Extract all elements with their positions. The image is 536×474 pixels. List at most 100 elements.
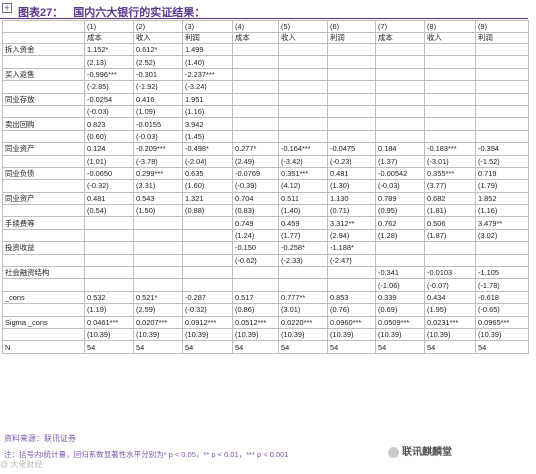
table-cell: (1.28) <box>375 228 425 243</box>
table-cell <box>278 80 328 94</box>
table-cell <box>278 278 328 292</box>
table-cell: (-2.47) <box>327 253 376 268</box>
table-row: (-1.06) (-0.07) (-1.78) <box>2 278 529 292</box>
table-cell <box>327 117 376 131</box>
table-cell: 收入 <box>278 31 328 44</box>
table-cell: 0.682 <box>424 191 476 206</box>
table-cell <box>375 104 425 119</box>
table-row: 手续费等 0.749 0.459 3.312** 0.762 0.506 3.479** <box>2 216 529 230</box>
row-label-cell: 投资收益 <box>2 241 85 255</box>
table-cell <box>232 278 279 292</box>
table-cell <box>232 104 279 119</box>
table-cell: 0.481 <box>327 166 376 181</box>
table-cell: (10.39) <box>133 327 183 342</box>
table-cell: 0.0220*** <box>278 315 328 330</box>
table-cell: -0.164*** <box>278 142 328 156</box>
table-cell: (-3.24) <box>182 80 233 94</box>
table-cell: -0.618 <box>475 290 529 305</box>
table-cell: -0.394 <box>475 142 529 156</box>
table-cell: (2.13) <box>84 55 134 69</box>
table-cell: (-1.52) <box>475 154 529 168</box>
table-cell <box>327 42 376 57</box>
table-cell: (-0.23) <box>327 154 376 168</box>
results-table: (1) (2) (3) (4) (5) (6) (7) (8) (9) 成本 收入 利润 成本 收入 利润成… <box>2 20 529 354</box>
results-table-body: (1) (2) (3) (4) (5) (6) (7) (8) (9) 成本 收入 利润 成本 收入 利润成… <box>2 20 529 354</box>
table-cell: (0.54) <box>84 204 134 218</box>
row-label-cell: 社会融资结构 <box>2 266 85 280</box>
table-cell: (-1.92) <box>133 80 183 94</box>
table-cell: 3.942 <box>182 117 233 131</box>
table-cell: -0.258* <box>278 241 328 255</box>
table-cell: (-0.07) <box>424 278 476 292</box>
table-row: N 54 54 54 54 54 54 54 54 54 <box>2 340 529 354</box>
table-cell: (3.77) <box>424 179 476 193</box>
row-label-cell <box>2 31 85 44</box>
table-cell: 成本 <box>375 31 425 44</box>
table-cell <box>424 117 476 131</box>
table-move-handle-icon[interactable]: + <box>2 3 12 13</box>
table-cell: 收入 <box>424 31 476 44</box>
row-label-cell <box>2 303 85 317</box>
table-row: _cons 0.532 0.521* -0.287 0.517 0.777** 0.853 0… <box>2 290 529 305</box>
table-cell: (7) <box>375 20 425 33</box>
table-cell: (1.87) <box>424 228 476 243</box>
table-cell <box>278 67 328 82</box>
table-cell: 0.0509*** <box>375 315 425 330</box>
table-cell <box>182 253 233 268</box>
table-row: 买入返售 -0.996*** -0.301 -2.237*** <box>2 67 529 82</box>
table-cell: (-3.01) <box>424 154 476 168</box>
table-cell: 0.355*** <box>424 166 476 181</box>
table-cell <box>327 55 376 69</box>
table-cell: (-0.03) <box>133 129 183 144</box>
table-cell: (1.30) <box>327 179 376 193</box>
table-cell <box>375 67 425 82</box>
table-cell <box>182 228 233 243</box>
table-cell <box>84 228 134 243</box>
table-cell: 收入 <box>133 31 183 44</box>
table-cell: (0.86) <box>232 303 279 317</box>
table-cell: 0.416 <box>133 92 183 106</box>
table-cell <box>84 216 134 230</box>
table-cell: (1) <box>84 20 134 33</box>
table-cell: (1.19) <box>84 303 134 317</box>
source-note: 资料来源：联讯证券 <box>4 434 76 443</box>
row-label-cell <box>2 55 85 69</box>
table-cell: (1.81) <box>424 204 476 218</box>
table-cell: (-0.32) <box>84 179 134 193</box>
table-cell <box>375 241 425 255</box>
table-cell: -0.498* <box>182 142 233 156</box>
figure-title: 图表27： 国内六大银行的实证结果： <box>18 4 215 20</box>
table-cell: 0.635 <box>182 166 233 181</box>
table-row: (1) (2) (3) (4) (5) (6) (7) (8) (9) <box>2 20 529 33</box>
table-cell <box>182 266 233 280</box>
table-row: (1.01) (-3.78) (-2.04) (2.49) (-3.42) (-0.23)… <box>2 154 529 168</box>
table-cell: (1.16) <box>182 104 233 119</box>
table-cell: -1.188* <box>327 241 376 255</box>
figure-label: 图表27： <box>18 7 64 19</box>
table-cell: (9) <box>475 20 529 33</box>
table-cell: 0.749 <box>232 216 279 230</box>
table-row: (0.54) (1.50) (0.88) (0.83) (1.40) (0.71) (0.9… <box>2 204 529 218</box>
table-cell: (0.71) <box>327 204 376 218</box>
row-label-cell: 拆入资金 <box>2 42 85 57</box>
table-cell: 0.339 <box>375 290 425 305</box>
table-cell: 54 <box>475 340 529 354</box>
table-cell <box>133 253 183 268</box>
table-row: (-0.03) (1.09) (1.16) <box>2 104 529 119</box>
table-cell: 0.777** <box>278 290 328 305</box>
table-cell: (10.39) <box>232 327 279 342</box>
table-cell <box>133 266 183 280</box>
table-cell: 0.351*** <box>278 166 328 181</box>
table-cell: (-0.32) <box>182 303 233 317</box>
row-label-cell: 同业资产 <box>2 142 85 156</box>
table-row: Sigma _cons 0.0461*** 0.0207*** 0.0912*** 0.… <box>2 315 529 330</box>
table-cell <box>375 117 425 131</box>
table-cell: (10.39) <box>424 327 476 342</box>
table-row: 同业存放 -0.0254 0.416 1.951 <box>2 92 529 106</box>
table-cell: (6) <box>327 20 376 33</box>
table-cell: 0.853 <box>327 290 376 305</box>
table-cell: (2.94) <box>327 228 376 243</box>
table-cell: (-1.06) <box>375 278 425 292</box>
table-cell: 0.0207*** <box>133 315 183 330</box>
row-label-cell: _cons <box>2 290 85 305</box>
